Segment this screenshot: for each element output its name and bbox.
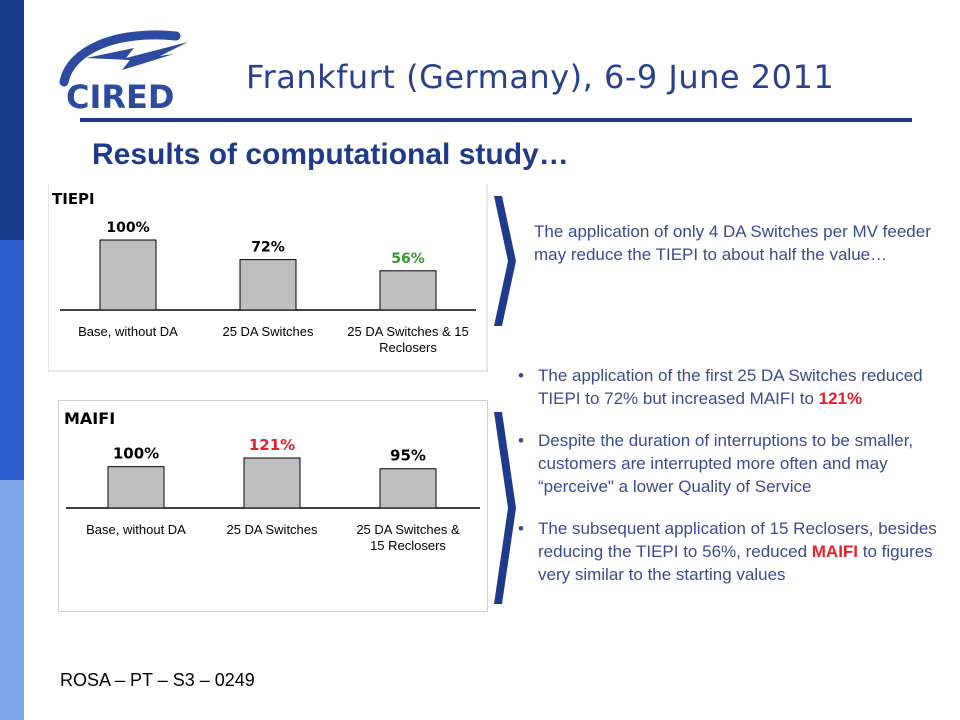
arrow-tiepi <box>494 196 516 331</box>
maifi-value-highlight: 121% <box>818 389 863 408</box>
maifi-chart-svg: MAIFI 100% Base, without DA 121% 25 DA Switc… <box>58 400 488 612</box>
tiepi-note: The application of only 4 DA Switches pe… <box>534 222 931 264</box>
logo-text: CIRED <box>66 78 174 116</box>
bullet-text: Despite the duration of interruptions to… <box>538 431 914 496</box>
maifi-data-label: 100% <box>113 445 159 463</box>
tiepi-chart-title: TIEPI <box>52 190 95 208</box>
header-divider <box>80 118 912 122</box>
tiepi-data-label: 100% <box>106 220 149 236</box>
footer-code: ROSA – PT – S3 – 0249 <box>60 670 255 690</box>
maifi-data-label: 95% <box>390 447 426 465</box>
tiepi-category-label: 25 DA Switches & 15 <box>347 324 468 339</box>
bullet-text: The application of the first 25 DA Switc… <box>538 366 923 408</box>
bullet-marker: • <box>518 366 524 385</box>
maifi-category-label: 25 DA Switches <box>226 522 318 537</box>
bullet-item: • The application of the first 25 DA Swi… <box>518 364 938 410</box>
tiepi-bar <box>379 270 437 311</box>
maifi-category-label: Base, without DA <box>86 522 186 537</box>
cired-logo: CIRED <box>56 28 206 116</box>
bullet-text: to figures very similar to the starting … <box>538 542 933 584</box>
side-bar-dark <box>0 0 24 240</box>
side-bar-mid <box>0 240 24 480</box>
bullet-item: • The subsequent application of 15 Reclo… <box>518 517 938 586</box>
maifi-highlight: MAIFI <box>811 542 859 561</box>
maifi-data-label: 121% <box>249 436 295 454</box>
tiepi-category-label: Reclosers <box>379 340 437 355</box>
conference-title: Frankfurt (Germany), 6-9 June 2011 <box>246 58 835 96</box>
tiepi-category-label: 25 DA Switches <box>222 324 314 339</box>
maifi-chart-title: MAIFI <box>64 409 115 428</box>
bullet-text: The subsequent application of 15 Reclose… <box>538 519 937 561</box>
bullet-marker: • <box>518 519 524 538</box>
tiepi-data-label: 72% <box>251 240 285 256</box>
maifi-bar <box>379 468 437 509</box>
tiepi-category-label: Base, without DA <box>78 324 178 339</box>
tiepi-data-label: 56% <box>391 251 425 267</box>
maifi-category-label: 25 DA Switches & <box>356 522 460 537</box>
maifi-bar <box>107 466 165 509</box>
tiepi-chart-svg: TIEPI 100% Base, without DA 72% 25 DA Switch… <box>48 184 488 372</box>
bullet-marker: • <box>518 431 524 450</box>
side-bar-light <box>0 480 24 720</box>
arrow-maifi <box>494 412 516 609</box>
maifi-chart: MAIFI 100% Base, without DA 121% 25 DA Switc… <box>58 400 488 612</box>
tiepi-bar <box>99 239 157 311</box>
bullet-list: • The application of the first 25 DA Swi… <box>518 364 938 605</box>
maifi-category-label: 15 Reclosers <box>370 538 446 553</box>
slide-title: Results of computational study… <box>92 138 569 171</box>
tiepi-chart: TIEPI 100% Base, without DA 72% 25 DA Switch… <box>48 184 488 372</box>
bullet-item: • Despite the duration of interruptions … <box>518 429 938 498</box>
tiepi-bar <box>239 259 297 311</box>
maifi-bar <box>243 457 301 509</box>
